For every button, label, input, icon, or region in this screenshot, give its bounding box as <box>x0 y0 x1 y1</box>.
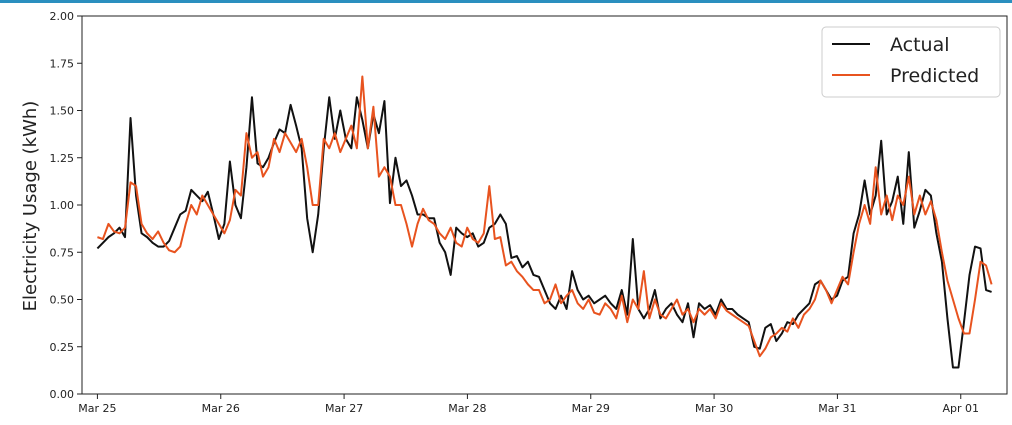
x-tick-labels: Mar 25 Mar 26 Mar 27 Mar 28 Mar 29 Mar 30 Mar … <box>78 402 979 415</box>
y-tick-label: 1.25 <box>50 152 75 165</box>
series-line-predicted <box>97 75 993 358</box>
x-tick-label: Mar 29 <box>572 402 610 415</box>
x-tick-label: Mar 25 <box>78 402 116 415</box>
legend-label-actual: Actual <box>890 34 950 56</box>
top-accent-rule <box>0 0 1012 3</box>
x-tick-label: Mar 28 <box>448 402 486 415</box>
y-axis-title: Electricity Usage (kWh) <box>20 101 41 312</box>
y-tick-label: 1.00 <box>50 199 75 212</box>
y-tick-label: 1.75 <box>50 57 75 70</box>
series-line-actual <box>96 96 992 369</box>
y-tick-label: 0.25 <box>50 341 75 354</box>
y-tick-labels: 0.00 0.25 0.50 0.75 1.00 1.25 1.50 1.75 2.00 <box>50 10 75 401</box>
x-tick-label: Mar 30 <box>695 402 733 415</box>
axes-layer <box>77 15 1008 399</box>
y-tick-label: 1.50 <box>50 105 75 118</box>
legend: Actual Predicted <box>821 26 1001 98</box>
series-layer <box>96 75 993 369</box>
y-tick-label: 0.00 <box>50 388 75 401</box>
legend-label-predicted: Predicted <box>890 65 979 87</box>
y-tick-label: 0.75 <box>50 246 75 259</box>
y-tick-label: 2.00 <box>50 10 75 23</box>
x-tick-label: Mar 26 <box>202 402 240 415</box>
y-tick-label: 0.50 <box>50 294 75 307</box>
x-tick-label: Mar 27 <box>325 402 363 415</box>
x-tick-label: Apr 01 <box>942 402 979 415</box>
x-tick-label: Mar 31 <box>818 402 856 415</box>
